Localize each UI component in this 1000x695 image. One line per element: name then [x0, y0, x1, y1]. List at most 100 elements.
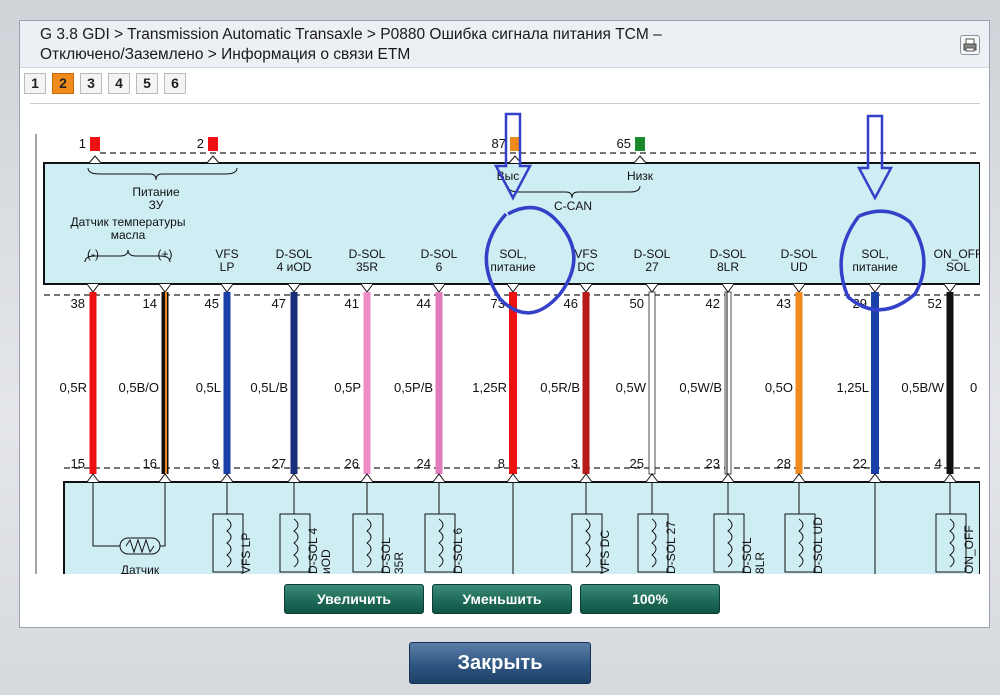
wire-top-pin-arrow — [506, 283, 520, 293]
wire-bottom-pin-number: 8 — [498, 456, 505, 471]
wire-function-label: D-SOL 35R — [349, 247, 386, 274]
wire-top-pin-arrow — [158, 283, 172, 293]
wire-spec-label: 0,5O — [765, 380, 793, 395]
solenoid-label: D-SOL 6 — [451, 527, 465, 574]
top-pin-number: 65 — [617, 136, 631, 151]
solenoid-label: D-SOL 4иOD — [306, 527, 333, 574]
wire-bottom-pin-arrow — [506, 473, 520, 483]
wire-bottom-pin-arrow — [645, 473, 659, 483]
wire-top-pin-arrow — [721, 283, 735, 293]
wire-top-pin-arrow — [579, 283, 593, 293]
top-pin-arrow — [206, 155, 220, 164]
wire-spec-label: 0,5W/B — [679, 380, 722, 395]
wire-body — [363, 292, 371, 474]
wire-top-pin-arrow — [86, 283, 100, 293]
top-pin-arrow — [88, 155, 102, 164]
wire-body — [89, 292, 97, 474]
wire-bottom-pin-arrow — [86, 473, 100, 483]
solenoid-coil-icon — [798, 518, 804, 568]
top-pin-marker — [635, 137, 645, 151]
wire-top-pin-number: 14 — [143, 296, 157, 311]
tcm-connector-top — [43, 162, 980, 285]
wire-function-label: VFS DC — [574, 247, 597, 274]
top-pin-marker — [510, 137, 520, 151]
solenoid-coil-icon — [438, 518, 444, 568]
zoom-out-button[interactable]: Уменьшить — [432, 584, 572, 614]
top-pin-arrow — [633, 155, 647, 164]
page-tab-6[interactable]: 6 — [164, 73, 186, 94]
wire-spec-label: 1,25R — [472, 380, 507, 395]
solenoid-coil-box — [637, 513, 669, 573]
annotation-circle-2 — [839, 209, 926, 312]
title-bar: G 3.8 GDI > Transmission Automatic Trans… — [20, 21, 989, 68]
power-brace — [87, 167, 238, 181]
wire-spec-label: 0,5B/W — [901, 380, 944, 395]
wire-body — [871, 292, 879, 474]
wire-top-pin-arrow — [943, 283, 957, 293]
wire-top-pin-arrow — [360, 283, 374, 293]
wire-bottom-pin-arrow — [360, 473, 374, 483]
wire-body — [946, 292, 954, 474]
wire-bottom-pin-arrow — [158, 473, 172, 483]
wire-body — [223, 292, 231, 474]
solenoid-label: VFS DC — [598, 530, 612, 574]
wire-bottom-pin-arrow — [579, 473, 593, 483]
wire-top-pin-arrow — [220, 283, 234, 293]
page-tab-2[interactable]: 2 — [52, 73, 74, 94]
page-tab-1[interactable]: 1 — [24, 73, 46, 94]
wire-spec-label: 0,5P — [334, 380, 361, 395]
close-button[interactable]: Закрыть — [409, 642, 591, 684]
wire-body — [724, 291, 732, 475]
wire-function-label: D-SOL 4 иOD — [276, 247, 313, 274]
zoom-reset-button[interactable]: 100% — [580, 584, 720, 614]
wire-bottom-pin-number: 26 — [345, 456, 359, 471]
wire-top-pin-number: 47 — [272, 296, 286, 311]
wire-body — [795, 292, 803, 474]
wire-bottom-pin-number: 28 — [777, 456, 791, 471]
wire-spec-label: 0,5R — [60, 380, 87, 395]
top-pin-number: 1 — [79, 136, 86, 151]
wire-body — [290, 292, 298, 474]
wiring-diagram[interactable]: 1 2 87 65 Питание ЗУ Выс Низк C-CAN Датчик темпер… — [30, 103, 980, 574]
page-tab-3[interactable]: 3 — [80, 73, 102, 94]
breadcrumb-line-1: G 3.8 GDI > Transmission Automatic Trans… — [40, 26, 662, 43]
wire-top-pin-number: 52 — [928, 296, 942, 311]
wire-function-label: (+) — [158, 247, 173, 261]
solenoid-label: D-SOL8LR — [740, 537, 767, 574]
top-pin-marker — [90, 137, 100, 151]
tcm-connector-bottom — [63, 481, 980, 574]
wire-bottom-pin-number: 15 — [71, 456, 85, 471]
solenoid-coil-box — [784, 513, 816, 573]
page-tab-5[interactable]: 5 — [136, 73, 158, 94]
solenoid-coil-icon — [226, 518, 232, 568]
solenoid-label: D-SOL 27 — [664, 521, 678, 574]
wire-top-pin-arrow — [432, 283, 446, 293]
wire-spec-label-cut: 0 — [970, 380, 977, 395]
wire-top-pin-arrow — [645, 283, 659, 293]
wire-bottom-pin-arrow — [432, 473, 446, 483]
wire-body — [648, 291, 656, 475]
wire-top-pin-number: 42 — [706, 296, 720, 311]
wire-bottom-pin-number: 23 — [706, 456, 720, 471]
can-low-label: Низк — [627, 169, 654, 183]
wire-spec-label: 1,25L — [836, 380, 869, 395]
solenoid-coil-icon — [293, 518, 299, 568]
annotation-circle-1 — [484, 205, 576, 315]
wire-bottom-pin-arrow — [220, 473, 234, 483]
wire-top-pin-number: 38 — [71, 296, 85, 311]
zoom-in-button[interactable]: Увеличить — [284, 584, 424, 614]
wire-top-pin-arrow — [792, 283, 806, 293]
wire-body — [509, 292, 517, 474]
solenoid-label: ON_OFF — [962, 525, 976, 574]
printer-icon — [963, 38, 977, 52]
wire-spec-label: 0,5R/B — [540, 380, 580, 395]
breadcrumb: G 3.8 GDI > Transmission Automatic Trans… — [40, 25, 940, 65]
wire-stripe — [165, 292, 167, 474]
page-tab-4[interactable]: 4 — [108, 73, 130, 94]
sensor-wire-left — [92, 482, 120, 547]
solenoid-coil-box — [212, 513, 244, 573]
print-button[interactable] — [960, 35, 980, 55]
wire-body — [435, 292, 443, 474]
wire-function-label: VFS LP — [215, 247, 238, 274]
wire-function-label: ON_OFF SOL — [934, 247, 980, 274]
